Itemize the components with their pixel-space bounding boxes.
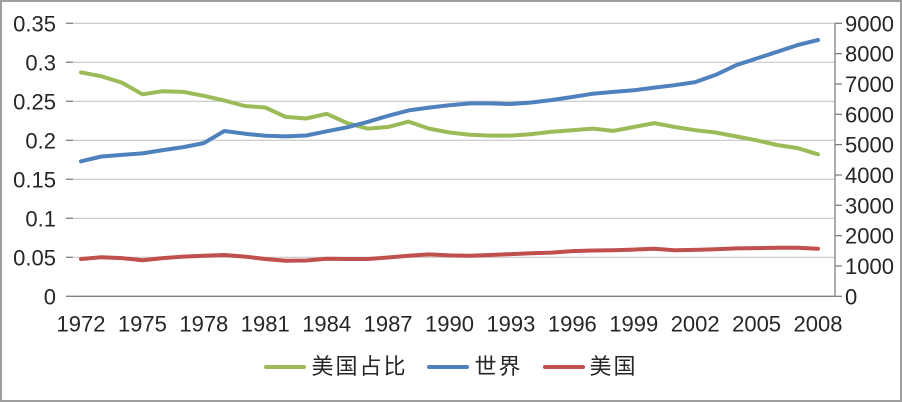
left-axis-tick-label: 0.2 [25,128,56,153]
x-axis-tick-label: 1975 [118,311,167,336]
right-axis-tick-label: 9000 [845,11,894,36]
x-axis-tick-label: 1978 [179,311,228,336]
right-axis-tick-label: 0 [845,284,857,309]
left-axis-tick-label: 0.35 [13,11,56,36]
right-axis-tick-label: 3000 [845,193,894,218]
x-axis-tick-label: 1981 [241,311,290,336]
x-axis-tick-label: 2008 [794,311,843,336]
left-axis-tick-label: 0.1 [25,206,56,231]
x-axis-tick-label: 1996 [548,311,597,336]
left-axis-tick-label: 0.3 [25,50,56,75]
world-line-swatch-icon [427,365,470,369]
us-line-swatch-icon [542,365,585,369]
series-line-world [79,38,820,164]
x-axis-tick-label: 1999 [609,311,658,336]
right-axis-tick-label: 2000 [845,224,894,249]
legend-label-us-share: 美国占比 [311,354,408,379]
legend-item-us: 美国 [542,354,638,379]
us-share-line-swatch-icon [264,365,307,369]
right-axis-tick-label: 8000 [845,42,894,67]
left-axis-tick-label: 0.25 [13,89,56,114]
legend: 美国占比 世界 美国 [2,356,900,378]
x-axis-tick-label: 1990 [425,311,474,336]
right-axis-tick-label: 5000 [845,133,894,158]
series-line-us-share [79,70,820,157]
x-axis-tick-label: 1993 [486,311,535,336]
x-axis-tick-label: 1984 [302,311,351,336]
x-axis-tick-label: 2002 [671,311,720,336]
left-axis-tick-label: 0.05 [13,245,56,270]
legend-item-us-share: 美国占比 [264,356,407,378]
left-axis-tick-label: 0.15 [13,167,56,192]
x-axis-tick-label: 1987 [364,311,413,336]
right-axis-tick-label: 1000 [845,254,894,279]
series-line-us [79,245,820,263]
legend-item-world: 世界 [427,356,522,378]
legend-label-world: 世界 [474,354,523,379]
x-axis-tick-label: 1972 [57,311,106,336]
legend-label-us: 美国 [589,354,638,379]
left-axis-tick-label: 0 [44,284,56,309]
x-axis-tick-label: 2005 [732,311,781,336]
right-axis-tick-label: 7000 [845,72,894,97]
right-axis-tick-label: 4000 [845,163,894,188]
right-axis-tick-label: 6000 [845,102,894,127]
